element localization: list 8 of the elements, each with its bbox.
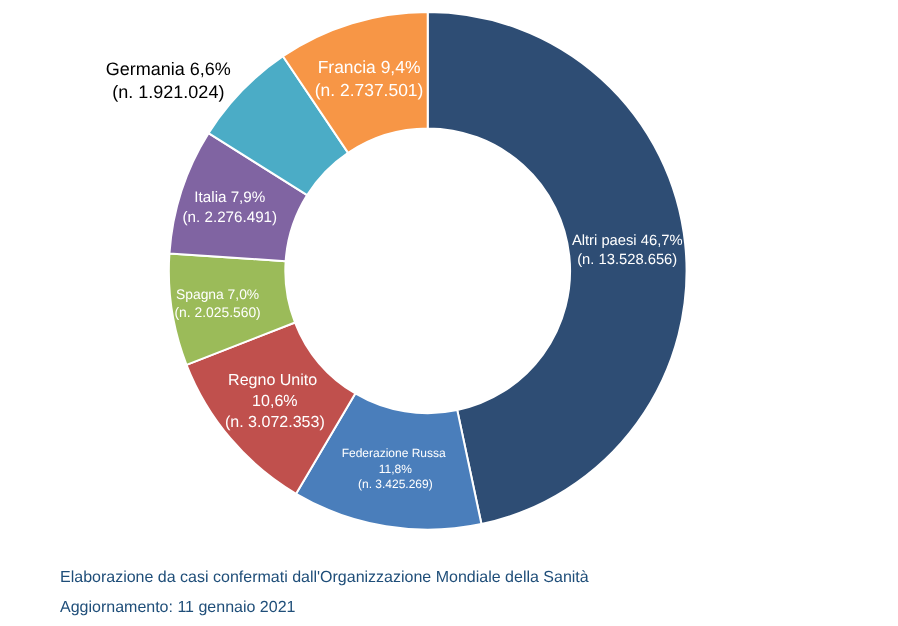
text: Aggiornamento: 11 gennaio 2021 xyxy=(60,598,297,616)
text: Elaborazione da casi confermati dall'Organizzazione Mondiale della Sanità xyxy=(60,568,590,586)
slice-label: Regno Unito xyxy=(228,371,322,390)
data-label: 10,6% (n. 3.072.353) xyxy=(224,392,326,432)
slice-label: Francia 9,4% (n. 2.737.501) xyxy=(314,57,424,101)
slice-label: Germania 6,6% (n. 1.921.024) xyxy=(105,58,231,103)
slice-label: Italia 7,9% (n. 2.276.491) xyxy=(182,187,279,226)
slice-label: Altri paesi 46,7% (n. 13.528.656) xyxy=(571,231,684,269)
